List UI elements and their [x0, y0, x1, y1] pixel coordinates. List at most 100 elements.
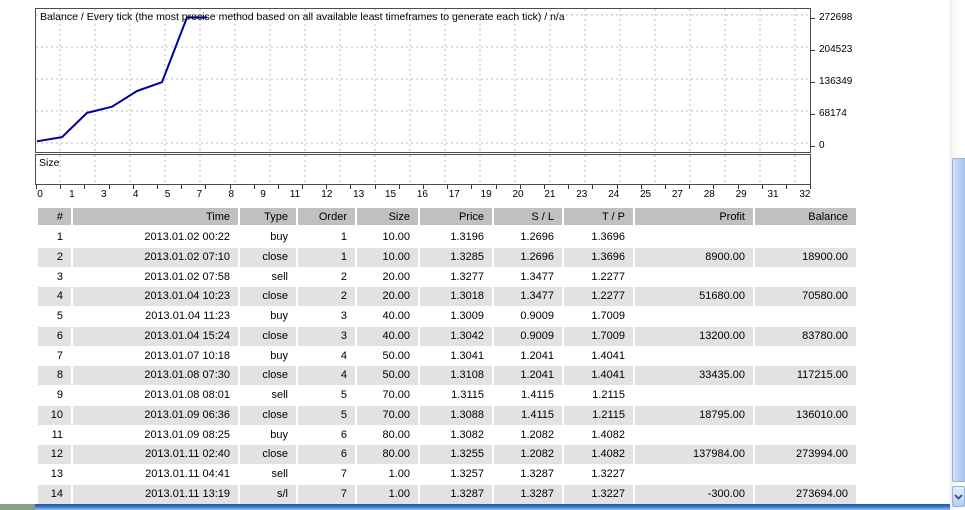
y-axis-tick — [810, 82, 815, 83]
x-axis-label: 25 — [639, 189, 652, 200]
table-cell: 10.00 — [357, 247, 420, 268]
table-cell: 70.00 — [357, 405, 420, 426]
table-row[interactable]: 9 2013.01.08 08:01 sell 5 70.00 1.3115 1.4115 1… — [38, 386, 858, 406]
x-axis-tick — [326, 185, 328, 189]
table-cell: 1.3041 — [420, 346, 494, 367]
x-axis-tick — [785, 185, 787, 189]
x-axis-label: 16 — [416, 189, 428, 200]
table-cell: 2013.01.04 15:24 — [73, 326, 240, 347]
scrollbar-down-button[interactable] — [952, 486, 965, 507]
table-cell — [635, 346, 755, 367]
table-cell: 1.3009 — [420, 307, 494, 327]
table-cell: sell — [240, 267, 298, 288]
table-cell: 1.4082 — [564, 445, 635, 466]
table-row[interactable]: 7 2013.01.07 10:18 buy 4 50.00 1.3041 1.2041 1.… — [38, 346, 858, 367]
table-row[interactable]: 2 2013.01.02 07:10 close 1 10.00 1.3285 1.2696… — [38, 247, 858, 268]
table-cell: 2 — [298, 287, 357, 308]
table-cell: 0.9009 — [494, 326, 564, 347]
chevron-down-icon — [954, 493, 963, 500]
table-row[interactable]: 1 2013.01.02 00:22 buy 1 10.00 1.3196 1.2696 1.… — [38, 228, 858, 248]
table-cell — [635, 228, 755, 248]
column-header: Type — [240, 208, 298, 228]
x-axis-tick — [350, 185, 352, 189]
column-header: Balance — [755, 208, 858, 228]
table-cell: 83780.00 — [755, 326, 858, 347]
table-cell — [755, 386, 858, 406]
x-axis-tick — [689, 185, 691, 189]
table-row[interactable]: 8 2013.01.08 07:30 close 4 50.00 1.3108 1.2041… — [38, 366, 858, 387]
x-axis-label: 19 — [480, 189, 492, 200]
column-header: Order — [298, 208, 357, 228]
table-cell: 1.7009 — [564, 326, 635, 347]
table-cell: 1.2082 — [494, 425, 564, 446]
table-row[interactable]: 14 2013.01.11 13:19 s/l 7 1.00 1.3287 1.3287 1.… — [38, 484, 858, 505]
table-cell — [755, 346, 858, 367]
x-axis-tick — [374, 185, 376, 189]
table-cell: 2013.01.09 08:25 — [73, 425, 240, 446]
x-axis-label: 28 — [703, 189, 715, 200]
table-cell — [755, 228, 858, 248]
x-axis-tick — [253, 185, 255, 189]
table-cell: 1.2082 — [494, 445, 564, 466]
table-cell: 7 — [38, 346, 73, 367]
table-cell: 80.00 — [357, 425, 420, 446]
table-cell: 117215.00 — [755, 366, 858, 387]
table-cell: 18795.00 — [635, 405, 755, 426]
y-axis-tick — [810, 50, 815, 51]
table-cell: 1.2696 — [494, 228, 564, 248]
table-cell: 2013.01.04 11:23 — [73, 307, 240, 327]
table-cell: 1 — [298, 247, 357, 268]
x-axis-tick — [205, 185, 207, 189]
table-row[interactable]: 5 2013.01.04 11:23 buy 3 40.00 1.3009 0.9009 1.… — [38, 307, 858, 327]
table-cell: 1.3196 — [420, 228, 494, 248]
table-cell: 273694.00 — [755, 484, 858, 505]
table-row[interactable]: 11 2013.01.09 08:25 buy 6 80.00 1.3082 1.2082 1… — [38, 425, 858, 446]
table-cell: 11 — [38, 425, 73, 446]
table-row[interactable]: 3 2013.01.02 07:58 sell 2 20.00 1.3277 1.3477 1… — [38, 267, 858, 288]
x-axis-tick — [447, 185, 449, 189]
table-row[interactable]: 6 2013.01.04 15:24 close 3 40.00 1.3042 0.9009… — [38, 326, 858, 347]
x-axis-tick — [640, 185, 642, 189]
x-axis-tick — [423, 185, 425, 189]
table-cell: 1.4041 — [564, 346, 635, 367]
table-row[interactable]: 12 2013.01.11 02:40 close 6 80.00 1.3255 1.208… — [38, 445, 858, 466]
x-axis-tick — [616, 185, 618, 189]
table-cell: 1.3227 — [564, 465, 635, 485]
balance-chart-plot — [36, 9, 810, 152]
x-axis-tick — [84, 185, 86, 189]
table-cell: 1.4082 — [564, 425, 635, 446]
table-row[interactable]: 4 2013.01.04 10:23 close 2 20.00 1.3018 1.3477… — [38, 287, 858, 308]
bottom-strip-blue-bar — [35, 504, 950, 510]
table-cell: 4 — [298, 366, 357, 387]
table-row[interactable]: 10 2013.01.09 06:36 close 5 70.00 1.3088 1.411… — [38, 405, 858, 426]
table-cell: 6 — [298, 445, 357, 466]
table-cell: 137984.00 — [635, 445, 755, 466]
table-cell: 1.4115 — [494, 405, 564, 426]
table-cell: close — [240, 287, 298, 308]
x-axis-label: 12 — [321, 189, 333, 200]
x-axis-label: 31 — [767, 189, 779, 200]
x-axis-tick — [737, 185, 739, 189]
chart-title: Balance / Every tick (the most precise m… — [40, 11, 565, 23]
table-cell — [755, 465, 858, 485]
table-cell: sell — [240, 465, 298, 485]
table-cell: 1.4115 — [494, 386, 564, 406]
table-cell: 3 — [298, 326, 357, 347]
table-cell: 2013.01.02 07:10 — [73, 247, 240, 268]
scrollbar-thumb[interactable] — [952, 158, 965, 482]
table-cell: 1.3227 — [564, 484, 635, 505]
column-header: Profit — [635, 208, 755, 228]
y-axis-label: 0 — [819, 140, 825, 151]
table-row[interactable]: 13 2013.01.11 04:41 sell 7 1.00 1.3257 1.3287 1… — [38, 465, 858, 485]
table-cell: 2013.01.07 10:18 — [73, 346, 240, 367]
table-cell: 1.3108 — [420, 366, 494, 387]
table-cell: 12 — [38, 445, 73, 466]
column-header: Price — [420, 208, 494, 228]
x-axis-tick — [519, 185, 521, 189]
x-axis-label: 5 — [164, 189, 171, 200]
vertical-scrollbar[interactable] — [950, 0, 965, 510]
x-axis-label: 8 — [228, 189, 234, 200]
table-body: 1 2013.01.02 00:22 buy 1 10.00 1.3196 1.2696 1.… — [38, 228, 858, 505]
table-cell: 1.2041 — [494, 346, 564, 367]
table-cell: 40.00 — [357, 307, 420, 327]
